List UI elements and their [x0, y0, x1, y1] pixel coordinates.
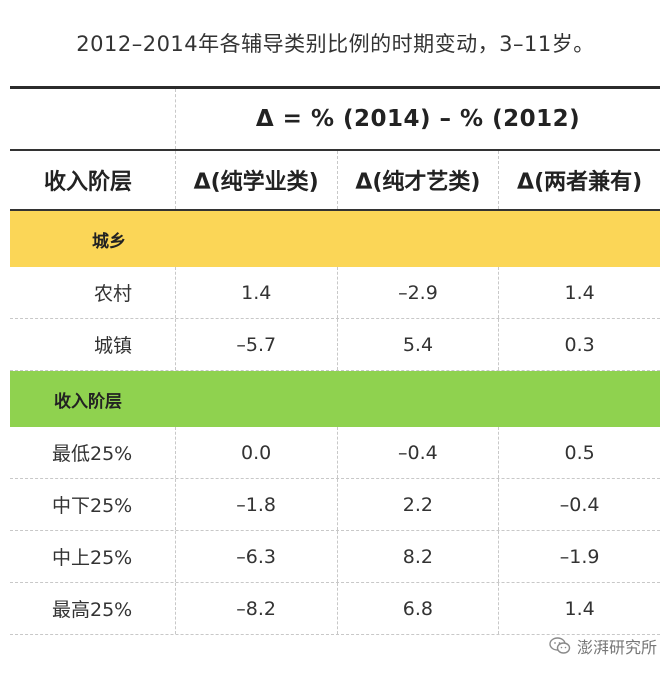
value-both: 1.4 — [498, 267, 660, 318]
value-academic: –5.7 — [174, 319, 337, 370]
mid-rule — [10, 149, 660, 151]
row-label: 农村 — [94, 283, 133, 305]
header-delta-arts: Δ(纯才艺类) — [336, 151, 499, 209]
header-delta-both: Δ(两者兼有) — [498, 151, 660, 209]
delta-formula: Δ = % (2014) – % (2012) — [175, 89, 660, 149]
value-arts: 6.8 — [336, 583, 499, 634]
row-label: 中上25% — [52, 547, 133, 569]
delta-header-row: Δ = % (2014) – % (2012) — [10, 89, 660, 149]
wechat-icon — [549, 637, 571, 654]
value-academic: 1.4 — [174, 267, 337, 318]
watermark-text: 澎湃研究所 — [576, 638, 657, 657]
row-label: 最低25% — [52, 443, 133, 465]
top-rule — [10, 86, 660, 89]
group-header-income: 收入阶层 — [10, 371, 660, 427]
value-academic: –6.3 — [174, 531, 337, 582]
value-arts: 8.2 — [336, 531, 499, 582]
value-arts: –2.9 — [336, 267, 499, 318]
table-title: 2012–2014年各辅导类别比例的时期变动，3–11岁。 — [76, 32, 595, 56]
value-both: 0.5 — [498, 427, 660, 478]
value-arts: –0.4 — [336, 427, 499, 478]
table-row: 最低25% 0.0 –0.4 0.5 — [10, 427, 660, 479]
table-row: 农村 1.4 –2.9 1.4 — [10, 267, 660, 319]
value-both: –0.4 — [498, 479, 660, 530]
value-both: 0.3 — [498, 319, 660, 370]
table-row: 中上25% –6.3 8.2 –1.9 — [10, 531, 660, 583]
table-row: 城镇 –5.7 5.4 0.3 — [10, 319, 660, 371]
value-academic: 0.0 — [174, 427, 337, 478]
header-income-level: 收入阶层 — [44, 170, 133, 195]
value-academic: –8.2 — [174, 583, 337, 634]
empty-corner-cell — [10, 89, 175, 149]
table-row: 中下25% –1.8 2.2 –0.4 — [10, 479, 660, 531]
value-arts: 5.4 — [336, 319, 499, 370]
column-header-row: 收入阶层 Δ(纯学业类) Δ(纯才艺类) Δ(两者兼有) — [10, 151, 660, 209]
header-delta-academic: Δ(纯学业类) — [174, 151, 337, 209]
row-label: 中下25% — [52, 495, 133, 517]
row-label: 城镇 — [94, 335, 133, 357]
group-label: 收入阶层 — [54, 391, 122, 412]
group-label: 城乡 — [92, 231, 126, 252]
data-table: Δ = % (2014) – % (2012) 收入阶层 Δ(纯学业类) Δ(纯… — [10, 86, 660, 635]
value-both: 1.4 — [498, 583, 660, 634]
table-row: 最高25% –8.2 6.8 1.4 — [10, 583, 660, 635]
value-both: –1.9 — [498, 531, 660, 582]
value-arts: 2.2 — [336, 479, 499, 530]
header-rule — [10, 209, 660, 211]
watermark: 澎湃研究所 — [549, 634, 657, 658]
group-header-urban-rural: 城乡 — [10, 211, 660, 267]
row-label: 最高25% — [52, 599, 133, 621]
value-academic: –1.8 — [174, 479, 337, 530]
